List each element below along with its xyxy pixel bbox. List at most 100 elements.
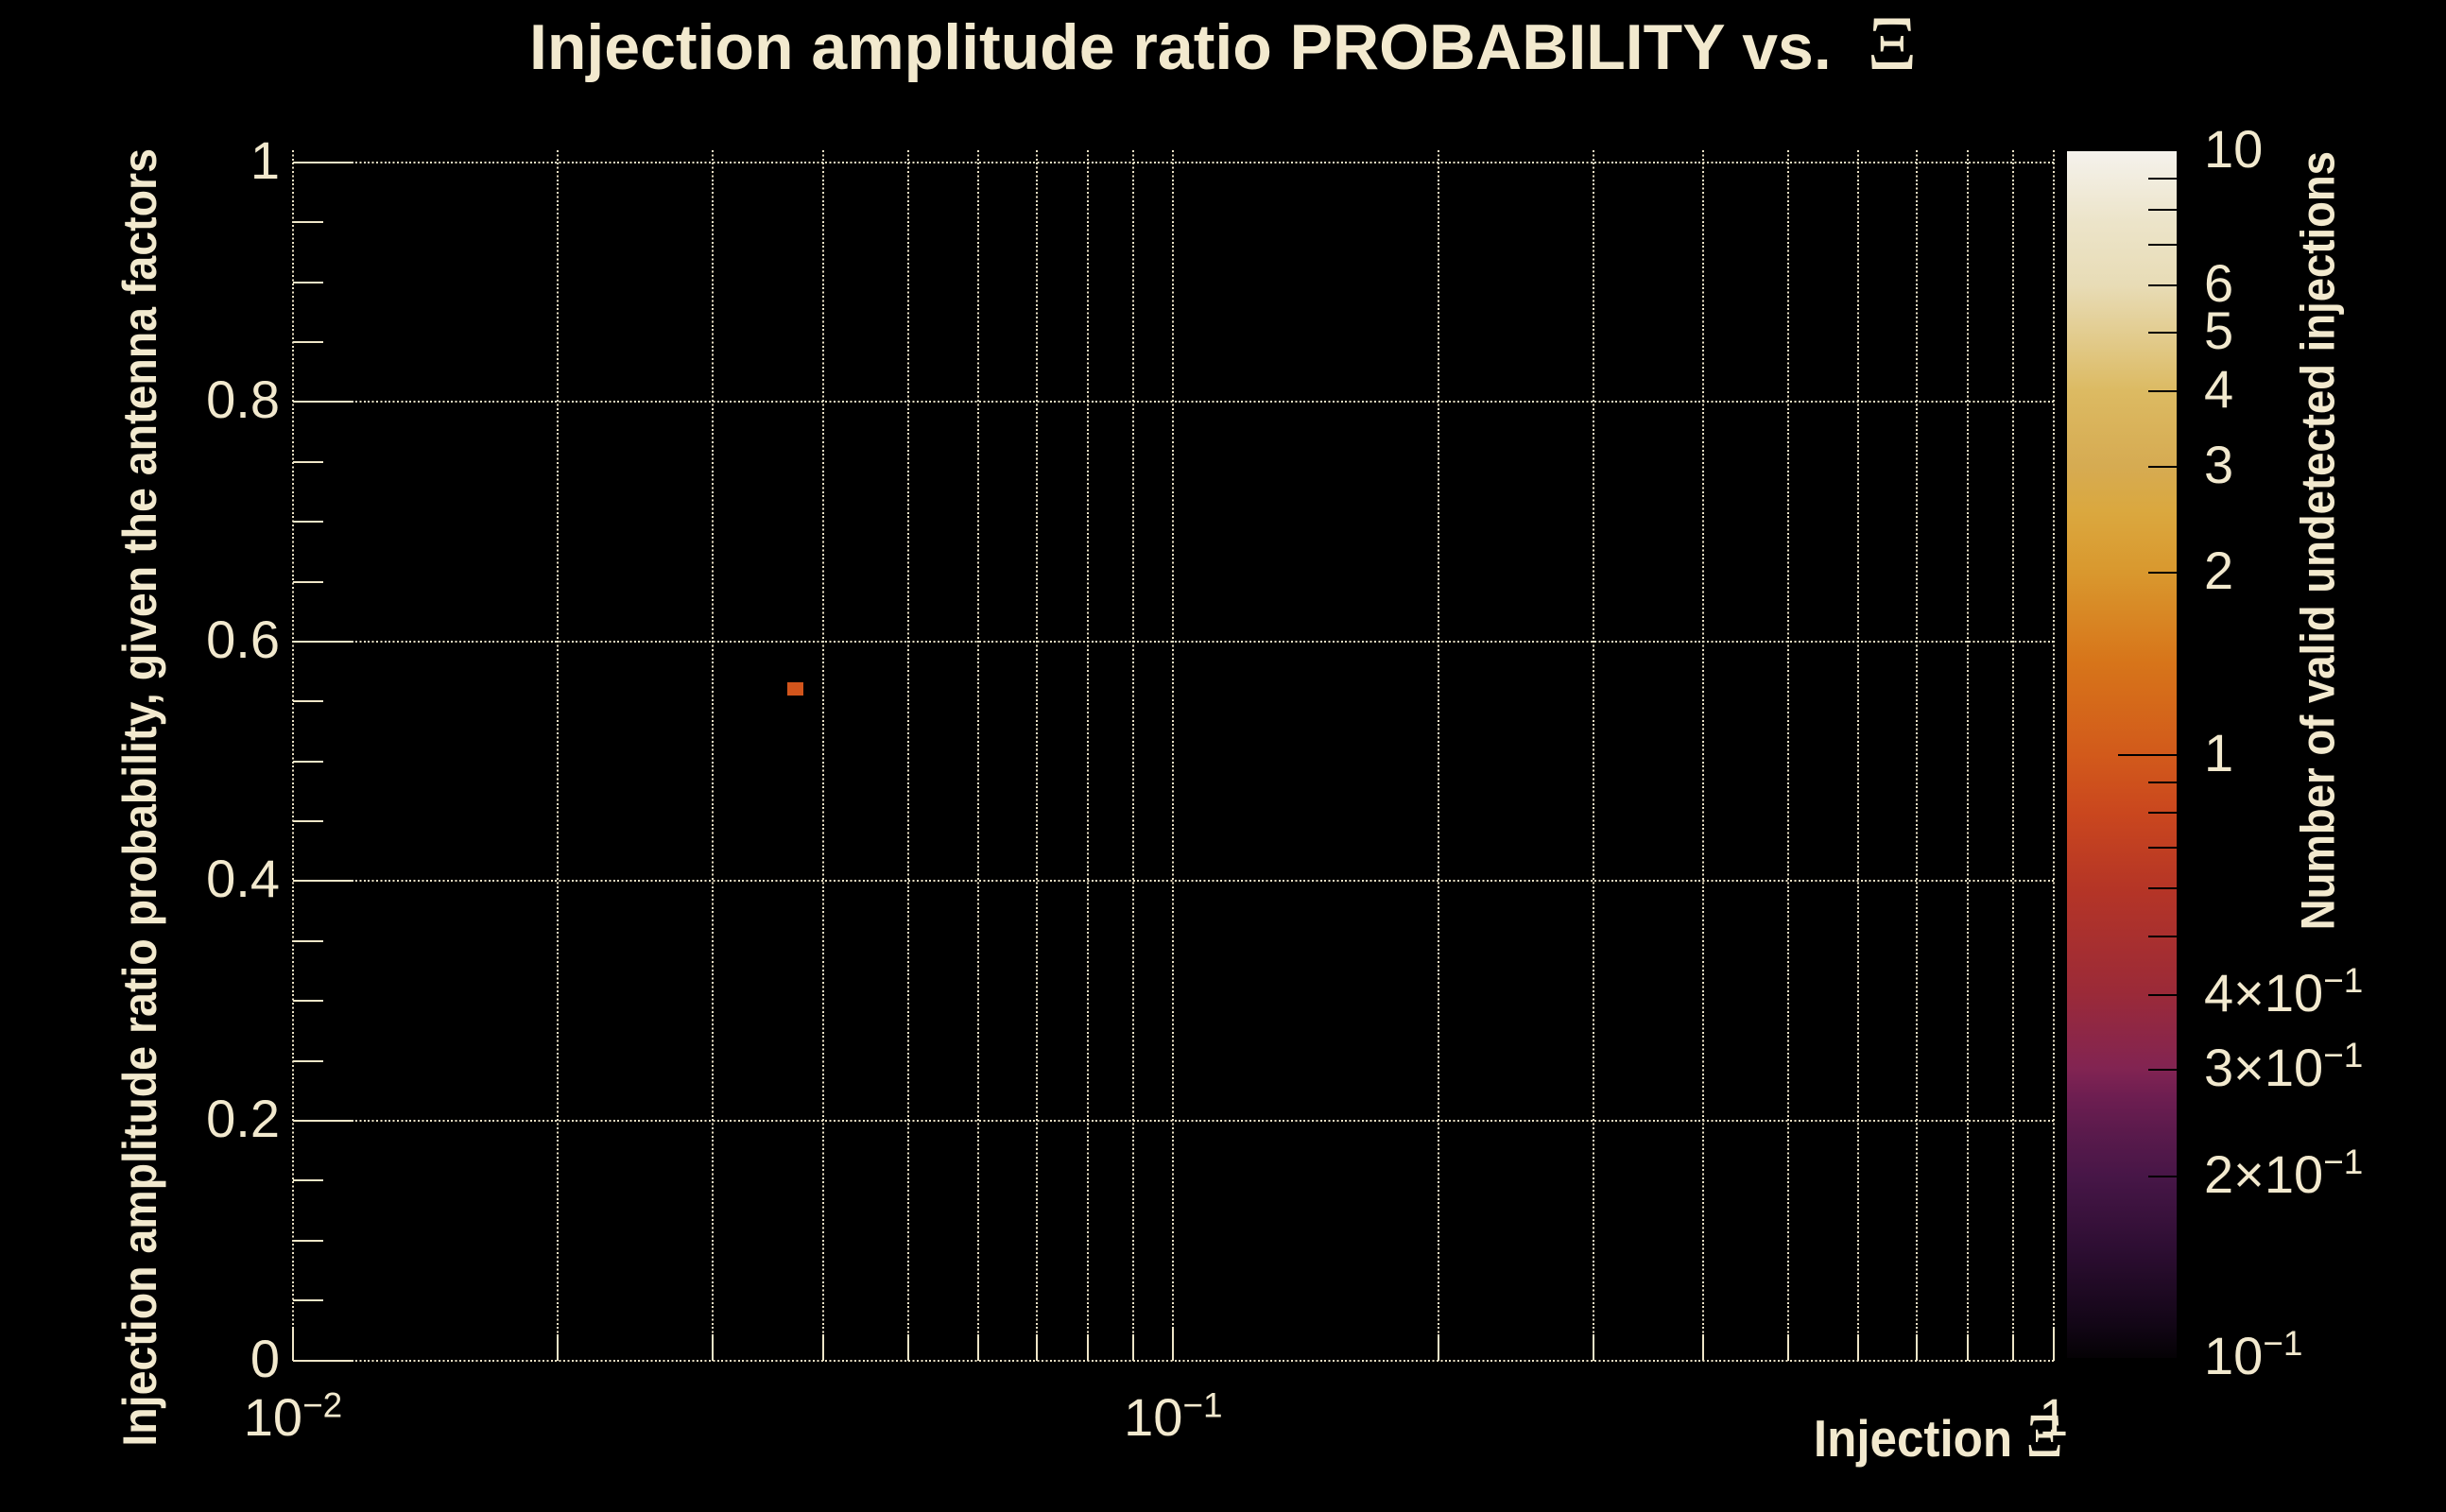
- colorbar-tick: [2148, 465, 2178, 468]
- y-minor-tick: [293, 1179, 323, 1182]
- x-tick: [821, 1333, 824, 1361]
- x-gridline: [1857, 150, 1860, 1361]
- x-axis-title: Injection Ξ: [1814, 1401, 2063, 1470]
- plot-title: Injection amplitude ratio PROBABILITY vs…: [528, 0, 1918, 86]
- colorbar-tick: [2148, 847, 2178, 850]
- y-minor-tick: [293, 1239, 323, 1242]
- xi-symbol: Ξ: [2025, 1401, 2063, 1470]
- xi-symbol: Ξ: [1867, 0, 1918, 86]
- y-axis-title: Injection amplitude ratio probability, g…: [113, 148, 166, 1447]
- x-tick: [1916, 1333, 1919, 1361]
- colorbar-title: Number of valid undetected injections: [2292, 151, 2345, 931]
- x-gridline: [1172, 150, 1175, 1361]
- y-minor-tick: [293, 1059, 323, 1062]
- x-gridline: [557, 150, 560, 1361]
- colorbar-tick: [2148, 284, 2178, 286]
- y-gridline: [293, 640, 2054, 643]
- y-minor-tick: [293, 460, 323, 463]
- x-tick: [1967, 1333, 1970, 1361]
- x-gridline: [1087, 150, 1090, 1361]
- y-tick: [293, 161, 353, 163]
- x-tick: [906, 1333, 909, 1361]
- y-tick-label: 0: [250, 1328, 280, 1388]
- y-gridline: [293, 880, 2054, 883]
- colorbar-tick-label: 10: [2204, 118, 2264, 179]
- x-gridline: [712, 150, 715, 1361]
- y-gridline: [293, 1359, 2054, 1362]
- colorbar-tick-label: 6: [2204, 252, 2234, 313]
- colorbar-tick: [2148, 390, 2178, 393]
- colorbar-tick-label: 3×10−1: [2204, 1036, 2364, 1098]
- colorbar-tick: [2148, 243, 2178, 246]
- colorbar-tick: [2148, 887, 2178, 890]
- x-tick-label: 1: [2039, 1387, 2069, 1447]
- x-tick: [1702, 1333, 1705, 1361]
- y-tick-label: 1: [250, 129, 280, 190]
- x-tick: [2052, 1326, 2055, 1361]
- y-tick-label: 0.2: [206, 1088, 280, 1148]
- colorbar-tick: [2148, 993, 2178, 996]
- y-tick: [293, 880, 353, 883]
- x-gridline: [1916, 150, 1919, 1361]
- colorbar-tick-label: 5: [2204, 300, 2234, 360]
- x-tick: [1172, 1326, 1175, 1361]
- colorbar-tick: [2148, 178, 2178, 180]
- y-tick-label: 0.6: [206, 609, 280, 669]
- y-gridline: [293, 401, 2054, 404]
- y-tick: [293, 1359, 353, 1362]
- x-tick: [1437, 1333, 1439, 1361]
- y-minor-tick: [293, 700, 323, 703]
- x-gridline: [1437, 150, 1439, 1361]
- colorbar-tick-label: 2: [2204, 541, 2234, 601]
- x-tick: [557, 1333, 560, 1361]
- colorbar-tick: [2148, 812, 2178, 815]
- colorbar-tick-label: 3: [2204, 434, 2234, 494]
- x-tick: [2012, 1333, 2015, 1361]
- y-minor-tick: [293, 281, 323, 284]
- x-gridline: [292, 150, 294, 1361]
- y-minor-tick: [293, 521, 323, 524]
- x-gridline: [1036, 150, 1039, 1361]
- x-tick: [712, 1333, 715, 1361]
- colorbar-tick: [2148, 1175, 2178, 1177]
- x-gridline: [1131, 150, 1134, 1361]
- x-gridline: [1967, 150, 1970, 1361]
- y-tick-label: 0.4: [206, 849, 280, 909]
- y-minor-tick: [293, 820, 323, 823]
- colorbar-tick: [2148, 572, 2178, 575]
- x-tick: [1857, 1333, 1860, 1361]
- x-gridline: [2052, 150, 2055, 1361]
- x-tick: [1592, 1333, 1594, 1361]
- y-gridline: [293, 161, 2054, 163]
- y-minor-tick: [293, 760, 323, 763]
- x-gridline: [1787, 150, 1790, 1361]
- y-tick: [293, 1119, 353, 1122]
- colorbar-tick-label: 4×10−1: [2204, 960, 2364, 1022]
- y-minor-tick: [293, 1299, 323, 1302]
- x-tick: [1787, 1333, 1790, 1361]
- y-tick-label: 0.8: [206, 369, 280, 430]
- y-minor-tick: [293, 580, 323, 583]
- colorbar-tick: [2148, 1069, 2178, 1072]
- y-minor-tick: [293, 341, 323, 344]
- x-gridline: [906, 150, 909, 1361]
- x-tick: [1036, 1333, 1039, 1361]
- colorbar-tick-label: 10−1: [2204, 1324, 2303, 1385]
- x-gridline: [2012, 150, 2015, 1361]
- colorbar-tick: [2148, 781, 2178, 783]
- x-gridline: [976, 150, 979, 1361]
- colorbar-tick: [2148, 332, 2178, 335]
- x-tick: [976, 1333, 979, 1361]
- x-tick: [292, 1326, 294, 1361]
- x-gridline: [1592, 150, 1594, 1361]
- y-minor-tick: [293, 1000, 323, 1003]
- x-tick: [1087, 1333, 1090, 1361]
- x-gridline: [821, 150, 824, 1361]
- y-minor-tick: [293, 221, 323, 224]
- colorbar-tick: [2118, 753, 2178, 756]
- y-minor-tick: [293, 939, 323, 942]
- colorbar-tick: [2148, 935, 2178, 937]
- y-tick: [293, 640, 353, 643]
- data-cell: [786, 682, 803, 696]
